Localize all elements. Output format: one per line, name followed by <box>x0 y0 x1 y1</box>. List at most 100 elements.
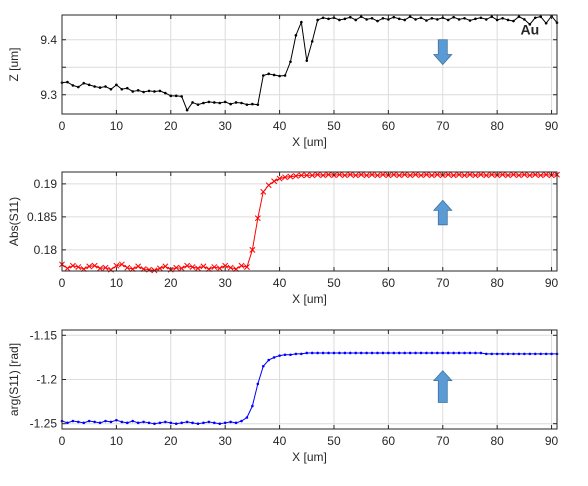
x-tick-label: 80 <box>490 276 504 290</box>
series-line <box>61 174 558 271</box>
data-point <box>202 101 205 105</box>
data-point <box>142 420 145 424</box>
data-point <box>260 188 267 195</box>
data-point <box>243 264 250 270</box>
data-point <box>191 421 194 425</box>
data-point <box>347 171 354 178</box>
data-point <box>71 84 75 87</box>
data-point <box>289 60 292 64</box>
x-tick-label: 70 <box>436 276 450 290</box>
plot-area <box>62 15 557 114</box>
data-point <box>479 351 483 355</box>
data-point <box>436 351 439 355</box>
data-point <box>456 171 463 178</box>
data-point <box>523 18 526 21</box>
data-point <box>533 352 537 356</box>
x-tick-label: 50 <box>327 276 341 290</box>
data-point <box>414 18 417 21</box>
data-point <box>365 18 368 21</box>
data-point <box>169 421 173 425</box>
data-point <box>495 352 499 356</box>
data-point <box>64 265 71 272</box>
x-tick-label: 70 <box>436 119 450 133</box>
data-point <box>91 262 98 269</box>
x-axis-label: X [um] <box>292 450 327 464</box>
y-tick-label: 0.19 <box>34 177 58 191</box>
data-point <box>240 419 243 423</box>
data-point <box>472 172 479 179</box>
x-tick-label: 60 <box>382 119 396 133</box>
data-point <box>379 171 386 178</box>
data-point <box>412 171 419 178</box>
data-point <box>256 382 260 386</box>
data-point <box>195 265 201 272</box>
data-point <box>506 352 510 356</box>
data-point <box>82 81 86 85</box>
au-label: Au <box>520 21 539 37</box>
data-point <box>387 18 390 21</box>
data-point <box>97 265 104 272</box>
data-point <box>261 364 265 368</box>
data-point <box>392 351 396 355</box>
data-point <box>71 419 75 423</box>
data-point <box>499 171 506 178</box>
data-point <box>298 172 305 179</box>
data-point <box>300 352 303 356</box>
data-point <box>115 83 118 87</box>
data-point <box>526 172 533 179</box>
data-point <box>238 262 245 269</box>
data-point <box>131 419 135 423</box>
data-point <box>240 101 243 105</box>
data-point <box>506 18 510 22</box>
data-point <box>474 17 477 21</box>
data-point <box>234 101 238 104</box>
data-point <box>468 19 472 22</box>
data-point <box>98 86 102 89</box>
y-tick-label: 0.185 <box>27 210 57 224</box>
data-point <box>249 246 256 253</box>
data-point <box>436 18 439 21</box>
data-point <box>136 421 140 425</box>
x-tick-label: 10 <box>110 434 124 448</box>
data-point <box>153 90 156 93</box>
data-point <box>352 172 359 179</box>
data-point <box>135 263 142 270</box>
data-point <box>401 171 408 178</box>
data-point <box>218 422 222 425</box>
data-point <box>316 351 319 355</box>
y-tick-label: 9.4 <box>40 33 57 47</box>
data-point <box>450 172 457 179</box>
data-point <box>223 421 227 425</box>
data-point <box>354 351 358 355</box>
data-point <box>87 419 91 423</box>
data-point <box>425 351 428 355</box>
y-axis-label: Z [um] <box>7 47 21 81</box>
data-point <box>512 352 515 356</box>
data-point <box>550 352 553 356</box>
data-point <box>218 101 222 105</box>
data-point <box>162 263 169 270</box>
data-point <box>479 16 483 20</box>
data-point <box>321 351 325 355</box>
data-point <box>66 421 69 425</box>
data-point <box>292 173 299 179</box>
data-point <box>174 422 178 425</box>
x-tick-label: 20 <box>164 276 178 290</box>
data-point <box>407 172 414 179</box>
data-point <box>289 353 292 357</box>
plot-area <box>62 172 557 271</box>
data-point <box>109 87 113 91</box>
data-point <box>544 352 548 356</box>
data-point <box>256 103 260 106</box>
data-point <box>272 73 276 77</box>
data-point <box>521 171 528 178</box>
data-point <box>343 351 347 355</box>
x-tick-label: 90 <box>545 276 559 290</box>
data-point <box>501 352 504 356</box>
data-point <box>528 352 532 356</box>
data-point <box>408 351 412 355</box>
x-tick-label: 60 <box>382 276 396 290</box>
data-point <box>419 16 423 20</box>
x-tick-label: 10 <box>110 119 124 133</box>
data-point <box>387 351 390 355</box>
